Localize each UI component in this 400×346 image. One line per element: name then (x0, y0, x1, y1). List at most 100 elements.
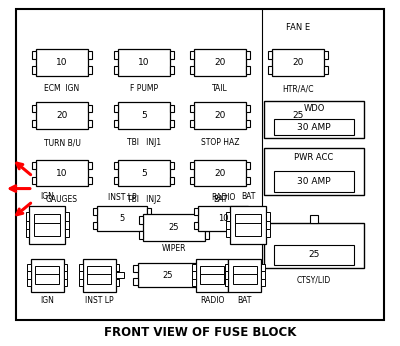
FancyBboxPatch shape (32, 120, 36, 127)
FancyBboxPatch shape (261, 279, 265, 286)
FancyBboxPatch shape (27, 264, 31, 272)
FancyBboxPatch shape (36, 49, 88, 76)
Text: 10: 10 (218, 214, 228, 223)
FancyBboxPatch shape (264, 223, 364, 268)
FancyBboxPatch shape (248, 222, 253, 229)
FancyBboxPatch shape (64, 264, 67, 272)
FancyBboxPatch shape (194, 222, 198, 229)
FancyBboxPatch shape (118, 49, 170, 76)
FancyBboxPatch shape (147, 208, 151, 215)
Text: INST LP: INST LP (108, 193, 136, 202)
Text: 25: 25 (162, 271, 172, 280)
FancyBboxPatch shape (170, 104, 174, 112)
FancyBboxPatch shape (324, 104, 328, 112)
FancyBboxPatch shape (192, 272, 196, 279)
FancyBboxPatch shape (190, 51, 194, 58)
Text: RADIO: RADIO (211, 193, 235, 202)
Text: INST LP: INST LP (85, 295, 114, 305)
FancyBboxPatch shape (190, 120, 194, 127)
Text: 20: 20 (292, 58, 304, 67)
FancyBboxPatch shape (118, 160, 170, 186)
Text: GAUGES: GAUGES (46, 195, 78, 204)
FancyBboxPatch shape (138, 263, 197, 287)
FancyBboxPatch shape (264, 101, 364, 138)
FancyBboxPatch shape (97, 206, 147, 231)
Text: STOP HAZ: STOP HAZ (201, 138, 239, 147)
FancyBboxPatch shape (324, 66, 328, 74)
FancyBboxPatch shape (147, 222, 151, 229)
FancyBboxPatch shape (233, 274, 257, 284)
FancyBboxPatch shape (248, 208, 253, 215)
FancyBboxPatch shape (170, 120, 174, 127)
FancyBboxPatch shape (35, 274, 59, 284)
FancyBboxPatch shape (26, 229, 29, 237)
FancyBboxPatch shape (133, 279, 138, 285)
FancyBboxPatch shape (118, 102, 170, 129)
Text: FRONT VIEW OF FUSE BLOCK: FRONT VIEW OF FUSE BLOCK (104, 326, 296, 339)
FancyBboxPatch shape (205, 231, 210, 239)
FancyBboxPatch shape (228, 279, 232, 286)
Text: 20: 20 (214, 111, 226, 120)
FancyBboxPatch shape (192, 279, 196, 286)
FancyBboxPatch shape (88, 104, 92, 112)
FancyBboxPatch shape (34, 214, 60, 227)
FancyBboxPatch shape (235, 214, 261, 227)
FancyBboxPatch shape (190, 162, 194, 169)
Text: TBI   INJ1: TBI INJ1 (127, 138, 161, 147)
Text: TBI   INJ2: TBI INJ2 (127, 195, 161, 204)
FancyBboxPatch shape (88, 162, 92, 169)
FancyBboxPatch shape (65, 229, 69, 237)
FancyBboxPatch shape (268, 66, 272, 74)
FancyBboxPatch shape (197, 265, 201, 272)
FancyBboxPatch shape (205, 216, 210, 224)
Text: BAT: BAT (238, 295, 252, 305)
FancyBboxPatch shape (228, 272, 232, 279)
FancyBboxPatch shape (143, 214, 205, 241)
FancyBboxPatch shape (35, 266, 59, 276)
FancyBboxPatch shape (170, 162, 174, 169)
Text: ECM  IGN: ECM IGN (44, 84, 80, 93)
FancyBboxPatch shape (235, 223, 261, 236)
FancyBboxPatch shape (194, 49, 246, 76)
Text: 20: 20 (214, 58, 226, 67)
FancyBboxPatch shape (200, 274, 224, 284)
Text: 5: 5 (119, 214, 125, 223)
FancyBboxPatch shape (79, 272, 83, 279)
FancyBboxPatch shape (261, 264, 265, 272)
FancyBboxPatch shape (64, 279, 67, 286)
FancyBboxPatch shape (268, 104, 272, 112)
Text: 30 AMP: 30 AMP (297, 177, 331, 186)
FancyBboxPatch shape (196, 259, 228, 291)
FancyBboxPatch shape (26, 221, 29, 229)
FancyBboxPatch shape (228, 259, 261, 291)
FancyBboxPatch shape (16, 9, 384, 320)
Text: HTR/A/C: HTR/A/C (282, 84, 314, 93)
FancyBboxPatch shape (225, 272, 228, 279)
Text: 30 AMP: 30 AMP (297, 123, 331, 132)
FancyBboxPatch shape (138, 231, 143, 239)
FancyBboxPatch shape (83, 259, 116, 291)
Text: 5: 5 (141, 111, 147, 120)
FancyBboxPatch shape (88, 120, 92, 127)
Text: 25: 25 (169, 223, 179, 232)
FancyBboxPatch shape (36, 102, 88, 129)
Text: 20: 20 (214, 169, 226, 177)
FancyBboxPatch shape (32, 66, 36, 74)
FancyBboxPatch shape (114, 51, 118, 58)
FancyBboxPatch shape (32, 177, 36, 184)
FancyBboxPatch shape (192, 264, 196, 272)
FancyBboxPatch shape (230, 206, 266, 244)
FancyBboxPatch shape (274, 245, 354, 265)
FancyBboxPatch shape (190, 66, 194, 74)
FancyBboxPatch shape (246, 51, 250, 58)
Text: F PUMP: F PUMP (130, 84, 158, 93)
FancyBboxPatch shape (116, 279, 119, 286)
FancyBboxPatch shape (32, 51, 36, 58)
FancyBboxPatch shape (246, 162, 250, 169)
Text: RADIO: RADIO (200, 295, 224, 305)
FancyBboxPatch shape (114, 66, 118, 74)
Text: CTSY/LID: CTSY/LID (297, 276, 331, 285)
FancyBboxPatch shape (268, 120, 272, 127)
FancyBboxPatch shape (197, 279, 201, 285)
Text: WDO: WDO (303, 104, 325, 113)
